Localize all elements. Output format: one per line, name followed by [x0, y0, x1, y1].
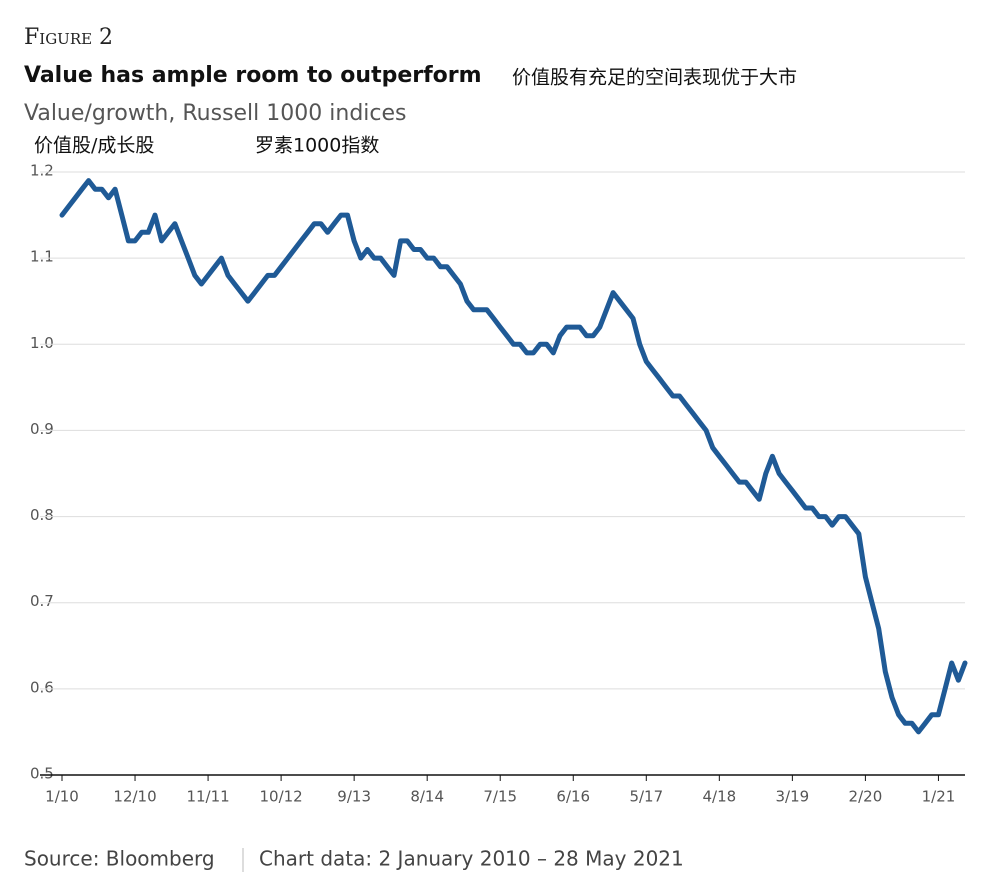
source: Source: Bloomberg [24, 847, 215, 871]
y-tick-label: 0.6 [30, 678, 54, 696]
y-tick-label: 0.7 [30, 592, 54, 610]
y-tick-label: 1.0 [30, 334, 54, 352]
x-tick-label: 9/13 [337, 788, 371, 806]
chart-subtitle: Value/growth, Russell 1000 indices [24, 101, 407, 126]
figure-label: Figure 2 [24, 25, 113, 50]
chart-note: Chart data: 2 January 2010 – 28 May 2021 [259, 847, 684, 871]
x-tick-label: 2/20 [849, 788, 883, 806]
x-tick-label: 1/10 [45, 788, 79, 806]
x-tick-label: 7/15 [483, 788, 517, 806]
x-tick-label: 12/10 [113, 788, 156, 806]
x-tick-label: 10/12 [259, 788, 302, 806]
x-tick-label: 11/11 [186, 788, 229, 806]
x-tick-label: 5/17 [629, 788, 663, 806]
x-tick-label: 3/19 [776, 788, 810, 806]
x-tick-label: 4/18 [702, 788, 736, 806]
subtitle-cn: 价值股/成长股 [34, 135, 154, 157]
x-tick-label: 6/16 [556, 788, 590, 806]
y-tick-label: 0.5 [30, 765, 54, 783]
x-tick-label: 1/21 [922, 788, 956, 806]
y-tick-label: 1.2 [30, 162, 54, 180]
chart-title-cn: 价值股有充足的空间表现优于大市 [512, 67, 797, 89]
subtitle-cn: 罗素1000指数 [255, 135, 379, 157]
line [59, 178, 968, 735]
y-tick-label: 1.1 [30, 248, 54, 266]
x-tick-label: 8/14 [410, 788, 444, 806]
chart-title: Value has ample room to outperform [24, 63, 482, 88]
y-tick-label: 0.8 [30, 506, 54, 524]
y-tick-label: 0.9 [30, 420, 54, 438]
